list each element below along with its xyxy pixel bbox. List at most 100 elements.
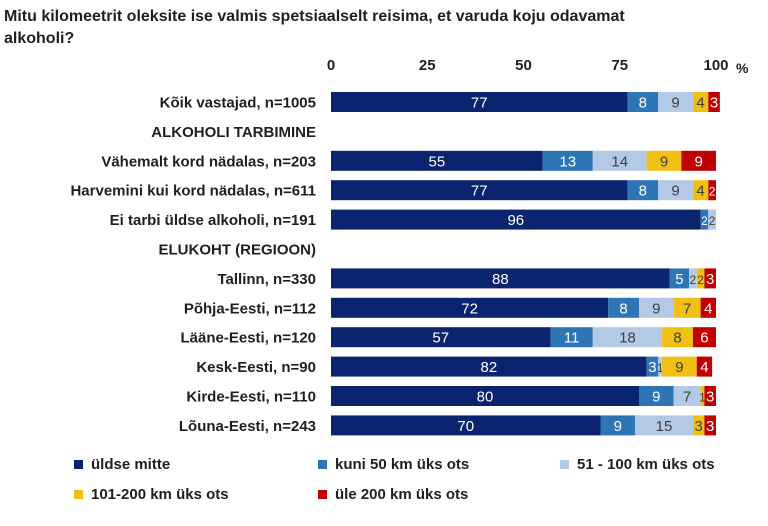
data-label: 3	[706, 389, 714, 406]
data-label: 2	[709, 185, 716, 199]
data-label: 1	[657, 361, 664, 375]
bar-51-100-km-ks-ots	[592, 150, 647, 171]
data-label: 9	[652, 300, 660, 317]
bar-le-200-km-ks-ots	[700, 297, 716, 318]
data-label: 9	[675, 359, 683, 376]
bar-le-200-km-ks-ots	[704, 268, 716, 289]
section-heading: ELUKOHT (REGIOON)	[159, 242, 317, 259]
category-label: Lõuna-Eesti, n=243	[179, 418, 316, 435]
bar-101-200-km-ks-ots	[646, 150, 682, 171]
data-label: 9	[660, 153, 668, 170]
data-label: 18	[619, 330, 636, 347]
data-label: 9	[652, 389, 660, 406]
data-label: 80	[477, 389, 494, 406]
bar-ldse-mitte	[331, 268, 670, 289]
bar-le-200-km-ks-ots	[704, 386, 716, 406]
bar-51-100-km-ks-ots	[658, 180, 693, 201]
data-label: 13	[559, 153, 576, 170]
bar-51-100-km-ks-ots	[592, 327, 663, 348]
data-label: 4	[696, 95, 704, 112]
data-label: 7	[683, 389, 691, 406]
bar-ldse-mitte	[331, 356, 647, 377]
data-label: 96	[507, 212, 524, 229]
data-label: 8	[619, 300, 627, 317]
data-label: 3	[695, 418, 703, 435]
data-label: 3	[706, 418, 714, 435]
bar-le-200-km-ks-ots	[708, 180, 716, 201]
bar-ldse-mitte	[331, 209, 701, 230]
bar-le-200-km-ks-ots	[681, 150, 716, 171]
bar-kuni-50-km-ks-ots	[627, 180, 659, 201]
x-tick-label: 25	[419, 57, 436, 74]
bar-kuni-50-km-ks-ots	[550, 327, 593, 348]
bar-kuni-50-km-ks-ots	[646, 356, 659, 377]
x-tick-label: 0	[327, 57, 335, 74]
data-label: 77	[471, 95, 488, 112]
data-label: 57	[432, 330, 449, 347]
bar-51-100-km-ks-ots	[658, 92, 693, 112]
bar-kuni-50-km-ks-ots	[627, 92, 659, 112]
bar-le-200-km-ks-ots	[704, 415, 716, 436]
category-label: Tallinn, n=330	[217, 271, 316, 288]
x-tick-label: 50	[515, 57, 532, 74]
bar-ldse-mitte	[331, 297, 609, 318]
data-label: 3	[648, 359, 656, 376]
bar-51-100-km-ks-ots	[673, 386, 701, 406]
data-label: 4	[700, 359, 708, 376]
data-label: 8	[639, 183, 647, 200]
bar-ldse-mitte	[331, 327, 551, 348]
data-label: 15	[656, 418, 673, 435]
bar-101-200-km-ks-ots	[673, 297, 701, 318]
bar-kuni-50-km-ks-ots	[542, 150, 593, 171]
bar-101-200-km-ks-ots	[692, 92, 709, 112]
bar-kuni-50-km-ks-ots	[639, 386, 674, 406]
section-heading: ALKOHOLI TARBIMINE	[151, 124, 316, 141]
data-label: 1	[699, 391, 706, 405]
bar-51-100-km-ks-ots	[635, 415, 693, 436]
bar-101-200-km-ks-ots	[696, 268, 705, 289]
data-label: 2	[701, 214, 708, 228]
bar-ldse-mitte	[331, 92, 628, 112]
bar-le-200-km-ks-ots	[708, 92, 720, 112]
bar-101-200-km-ks-ots	[692, 415, 705, 436]
category-label: Vähemalt kord nädalas, n=203	[101, 153, 316, 170]
bar-le-200-km-ks-ots	[696, 356, 713, 377]
data-label: 9	[695, 153, 703, 170]
bar-101-200-km-ks-ots	[662, 356, 697, 377]
data-label: 6	[700, 330, 708, 347]
bar-le-200-km-ks-ots	[692, 327, 716, 348]
bar-ldse-mitte	[331, 150, 543, 171]
bar-51-100-km-ks-ots	[639, 297, 674, 318]
data-label: 82	[481, 359, 498, 376]
bar-51-100-km-ks-ots	[658, 356, 663, 377]
data-label: 4	[704, 300, 712, 317]
data-label: 77	[471, 183, 488, 200]
category-label: Kõik vastajad, n=1005	[160, 95, 316, 112]
data-label: 72	[461, 300, 478, 317]
data-label: 4	[696, 183, 704, 200]
data-label: 2	[690, 273, 697, 287]
bar-kuni-50-km-ks-ots	[700, 209, 709, 230]
bar-51-100-km-ks-ots	[708, 209, 716, 230]
bar-101-200-km-ks-ots	[662, 327, 693, 348]
data-label: 3	[706, 271, 714, 288]
data-label: 9	[671, 95, 679, 112]
chart-title: Mitu kilomeetrit oleksite ise valmis spe…	[4, 8, 625, 47]
bar-kuni-50-km-ks-ots	[600, 415, 636, 436]
bar-51-100-km-ks-ots	[689, 268, 697, 289]
data-label: 2	[709, 214, 716, 228]
category-label: Põhja-Eesti, n=112	[184, 300, 316, 317]
data-label: 11	[564, 330, 580, 347]
data-label: 9	[614, 418, 622, 435]
data-label: 3	[710, 95, 718, 112]
data-label: 9	[671, 183, 679, 200]
data-label: 55	[429, 153, 446, 170]
bar-kuni-50-km-ks-ots	[669, 268, 690, 289]
bar-ldse-mitte	[331, 386, 639, 406]
category-label: Lääne-Eesti, n=120	[181, 330, 316, 347]
bar-kuni-50-km-ks-ots	[608, 297, 639, 318]
x-tick-label: 100	[703, 57, 728, 74]
bar-101-200-km-ks-ots	[692, 180, 709, 201]
x-tick-label: 75	[611, 57, 628, 74]
